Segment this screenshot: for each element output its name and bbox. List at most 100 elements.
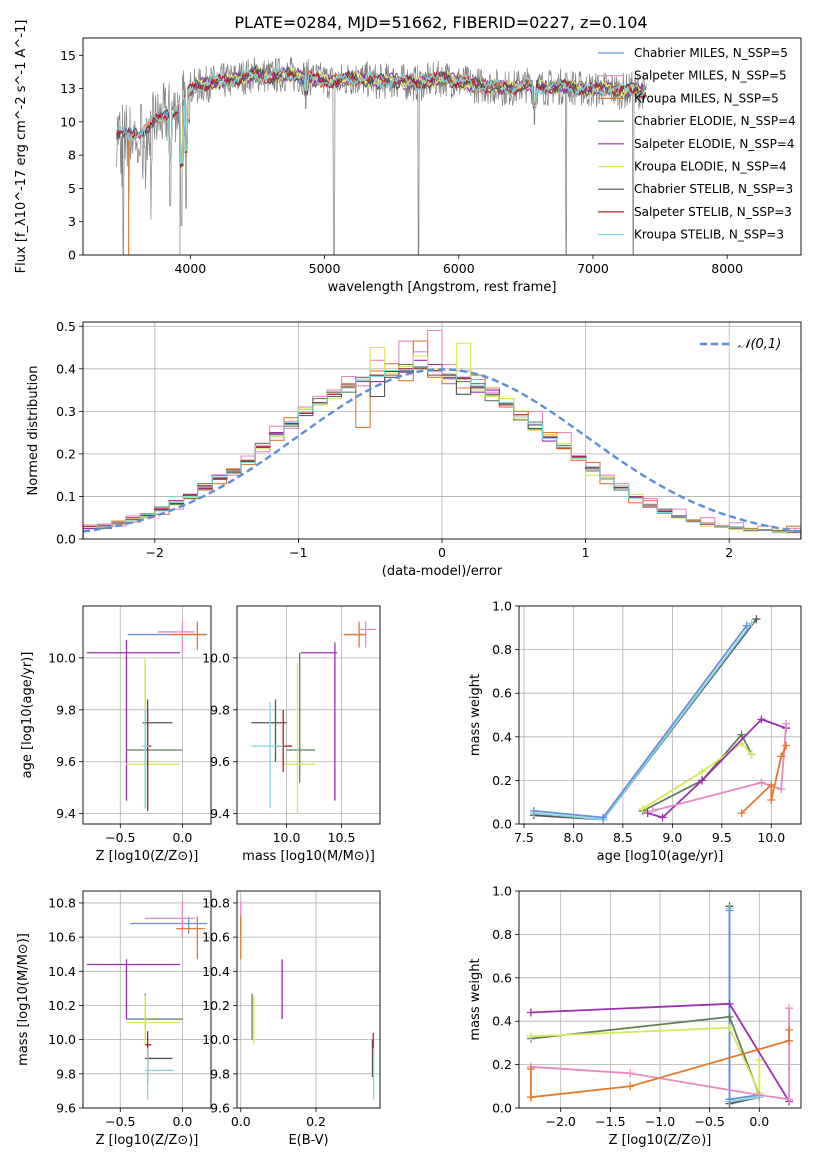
y-tick-label: 10.0: [202, 650, 230, 665]
series-line: [642, 742, 753, 810]
x-tick-label: −1.0: [645, 1114, 675, 1129]
y-tick-label: 0.6: [492, 686, 512, 701]
hist-kroupa-stelib: [83, 366, 801, 539]
x-tick-label: 7000: [577, 261, 609, 276]
point-salpeter-stelib: [275, 709, 292, 773]
y-tick-label: 10.0: [48, 1032, 76, 1047]
grid: [519, 605, 801, 825]
y-tick-label: 0.4: [492, 1014, 512, 1029]
axes-frame: [82, 890, 212, 1109]
y-tick-label: 0.6: [492, 970, 512, 985]
point-marker: [755, 1090, 764, 1099]
point-kroupa-elodie: [283, 663, 316, 814]
y-axis-label: mass [log10(M/M⊙)]: [16, 933, 31, 1066]
point-marker: [747, 750, 756, 759]
y-tick-label: 0.8: [492, 927, 512, 942]
axes-frame: [236, 890, 381, 1109]
point-marker: [526, 1008, 535, 1017]
normal-curve: [83, 368, 801, 533]
point-chabrier-stelib: [145, 1043, 173, 1083]
point-salpeter-miles: [145, 901, 195, 938]
x-tick-label: 0.0: [172, 1114, 192, 1129]
plot-area: [529, 615, 791, 824]
axes-frame: [518, 890, 802, 1109]
point-kroupa-stelib: [141, 709, 149, 809]
y-tick-label: 0.8: [492, 642, 512, 657]
panel-age-vs-mass: 10.0 10.5 9.4 9.6 9.8 10.0 mass [log10(M/M⊙)]: [202, 605, 381, 864]
y-tick-label: 0.0: [492, 1101, 512, 1116]
point-marker: [526, 1064, 535, 1073]
point-marker: [643, 809, 652, 818]
y-tick-label: 0.0: [492, 817, 512, 832]
plot-area: [83, 329, 801, 539]
y-tick-label: 10.0: [202, 1032, 230, 1047]
x-tick-label: 9.0: [662, 830, 682, 845]
point-marker: [725, 1095, 734, 1104]
legend-entry: Salpeter STELIB, N_SSP=3: [634, 205, 792, 219]
y-axis-label: Flux [f_λ10^-17 erg cm^-2 s^-1 A^-1]: [14, 20, 29, 274]
y-tick-label: 9.6: [210, 1101, 230, 1116]
x-tick-label: −2.0: [546, 1114, 576, 1129]
x-tick-label: 8000: [711, 261, 743, 276]
point-marker: [742, 621, 751, 630]
y-axis-label: age [log10(age/yr)]: [20, 652, 35, 779]
panel-mass-vs-z: −0.5 0.0 9.6 9.8 10.0 10.2 10.4 10.6 10.8 Z [log1…: [16, 890, 212, 1148]
point-marker: [785, 1036, 794, 1045]
series-line: [533, 625, 748, 819]
x-tick-label: 8.0: [563, 830, 583, 845]
panel-spectrum: 4000 5000 6000 7000 8000 0 3 5 8 10 13 15 wavelength…: [14, 20, 802, 295]
y-axis-label: mass weight: [468, 674, 483, 756]
legend-entry: Chabrier ELODIE, N_SSP=4: [634, 114, 796, 128]
x-tick-label: −0.5: [105, 1114, 135, 1129]
x-tick-label: 0.2: [306, 1114, 326, 1129]
y-tick-label: 5: [68, 181, 76, 196]
point-chabrier-elodie: [126, 993, 183, 1040]
point-salpeter-miles: [157, 621, 195, 653]
x-tick-label: 1: [582, 545, 590, 560]
model-chabrier-stelib: [116, 65, 647, 169]
point-marker: [658, 813, 667, 822]
point-marker: [737, 809, 746, 818]
x-tick-label: 4000: [174, 261, 206, 276]
point-marker: [725, 999, 734, 1008]
y-tick-label: 0.5: [56, 319, 76, 334]
point-chabrier-stelib: [251, 699, 287, 762]
point-salpeter-elodie: [86, 639, 180, 801]
x-tick-label: −0.5: [694, 1114, 724, 1129]
axes-frame: [518, 605, 802, 825]
y-tick-label: 0.1: [56, 489, 76, 504]
model-kroupa-miles: [128, 67, 647, 255]
panel-age-vs-z: −0.5 0.0 9.4 9.6 9.8 10.0 Z [log10(Z/Z⊙)] age […: [20, 605, 212, 864]
point-chabrier-elodie: [286, 652, 316, 783]
y-tick-label: 9.8: [56, 1066, 76, 1081]
series-kroupa-elodie: [526, 1023, 764, 1097]
y-tick-label: 10.2: [202, 998, 230, 1013]
panel-mass-weight-vs-age: 7.5 8.0 8.5 9.0 9.5 10.0 0.0 0.2 0.4 0.6 0.8 1.0 age…: [468, 599, 802, 864]
x-tick-label: 0: [438, 545, 446, 560]
point-salpeter-elodie: [300, 642, 338, 801]
y-tick-label: 10.8: [48, 895, 76, 910]
point-marker: [529, 806, 538, 815]
legend-entry: Kroupa ELODIE, N_SSP=4: [634, 160, 787, 174]
series-salpeter-elodie: [526, 999, 794, 1106]
point-marker: [785, 1025, 794, 1034]
y-tick-label: 0.4: [492, 729, 512, 744]
y-axis-label: mass weight: [468, 958, 483, 1040]
panel-residual-hist: −2 −1 0 1 2 0.0 0.1 0.2 0.3 0.4 0.5 (data-model)/er…: [26, 319, 802, 579]
plot-area: [86, 621, 208, 812]
series-chabrier-elodie: [526, 1012, 764, 1099]
legend-entry: 𝒩(0,1): [738, 337, 781, 352]
x-tick-label: −1: [289, 545, 307, 560]
point-salpeter-elodie: [86, 959, 180, 1020]
series-line: [728, 906, 760, 1105]
y-tick-label: 0.2: [492, 773, 512, 788]
point-marker: [698, 776, 707, 785]
legend: Chabrier MILES, N_SSP=5 Salpeter MILES, N…: [598, 46, 796, 242]
grid: [237, 891, 380, 1109]
y-tick-label: 9.4: [56, 806, 76, 821]
point-marker: [698, 767, 707, 776]
axes-frame: [82, 605, 212, 825]
legend-entry: Chabrier MILES, N_SSP=5: [634, 46, 788, 60]
plot-area: [251, 621, 376, 814]
